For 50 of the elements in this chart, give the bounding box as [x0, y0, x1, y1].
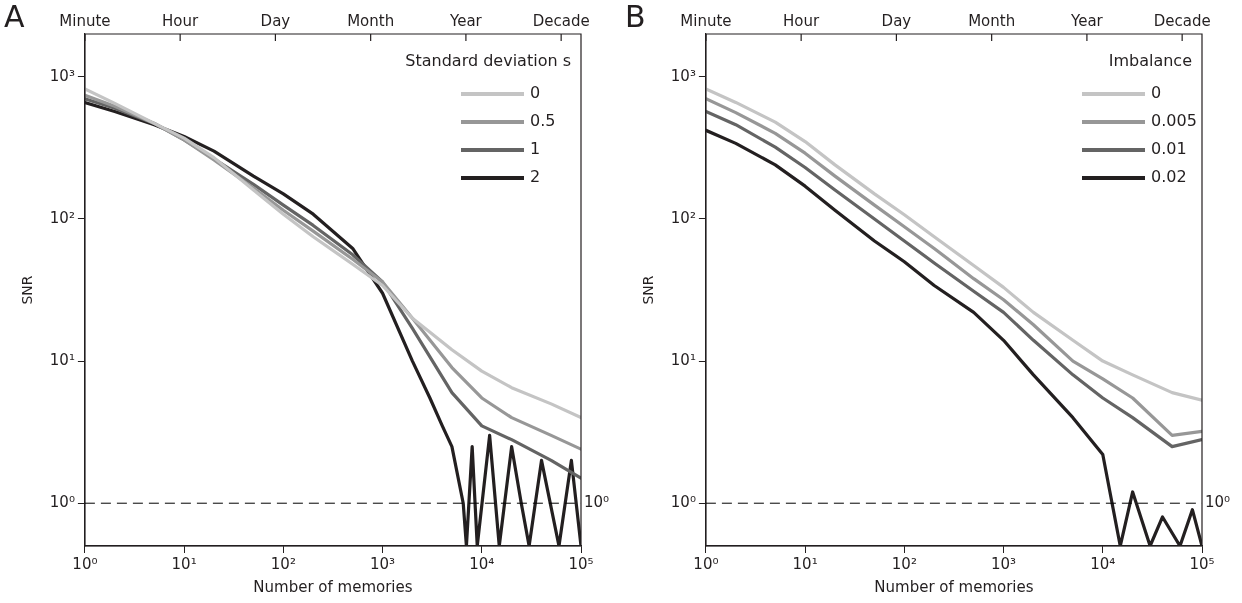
- y-tick-label: 10¹: [670, 350, 696, 369]
- x-tick-label: 10⁵: [568, 554, 594, 573]
- y-axis-title: SNR: [19, 275, 36, 305]
- text: Hour: [162, 12, 200, 31]
- y-axis-title: SNR: [640, 275, 657, 305]
- legend-label: 0.02: [1151, 167, 1187, 187]
- x-tick-label: 10³: [370, 554, 396, 573]
- y-tick-label: 10⁰: [670, 493, 696, 512]
- text: Day: [260, 12, 291, 31]
- text: Year: [1070, 12, 1104, 31]
- y-tick-label: 10⁰: [49, 493, 75, 512]
- legend-title: Imbalance: [1108, 51, 1192, 71]
- text: Month: [968, 12, 1016, 31]
- text: Month: [347, 12, 395, 31]
- x-tick-label: 10⁰: [693, 554, 719, 573]
- chart-title: A: [4, 0, 25, 34]
- x-tick-label: 10⁴: [1090, 554, 1116, 573]
- legend-label: 0: [1151, 83, 1162, 103]
- text: Hour: [783, 12, 821, 31]
- x-tick-label: 10⁰: [72, 554, 98, 573]
- y-tick-label: 10²: [49, 208, 75, 227]
- chart-title: B: [625, 0, 646, 34]
- y-tick-label: 10²: [670, 208, 696, 227]
- x-tick-label: 10³: [991, 554, 1017, 573]
- ref-line-label: 10⁰: [1205, 493, 1231, 512]
- x-tick-label: 10²: [270, 554, 296, 573]
- y-tick-label: 10¹: [49, 350, 75, 369]
- y-tick-label: 10³: [670, 66, 696, 85]
- legend-label: 0: [530, 83, 541, 103]
- x-tick-label: 10⁴: [469, 554, 495, 573]
- x-tick-label: 10¹: [792, 554, 818, 573]
- text: Minute: [680, 12, 732, 31]
- ref-line-label: 10⁰: [584, 493, 610, 512]
- legend-label: 0.005: [1151, 111, 1197, 131]
- x-tick-label: 10²: [891, 554, 917, 573]
- text: Day: [881, 12, 912, 31]
- text: Year: [449, 12, 483, 31]
- legend-label: 0.01: [1151, 139, 1187, 159]
- legend-label: 1: [530, 139, 541, 159]
- legend-label: 2: [530, 167, 541, 187]
- text: Decade: [532, 12, 590, 31]
- x-tick-label: 10⁵: [1189, 554, 1215, 573]
- legend-label: 0.5: [530, 111, 556, 131]
- x-tick-label: 10¹: [171, 554, 197, 573]
- x-axis-title: Number of memories: [253, 577, 413, 596]
- text: Minute: [59, 12, 111, 31]
- text: Decade: [1153, 12, 1211, 31]
- y-tick-label: 10³: [49, 66, 75, 85]
- legend-title: Standard deviation s: [405, 51, 571, 71]
- x-axis-title: Number of memories: [874, 577, 1034, 596]
